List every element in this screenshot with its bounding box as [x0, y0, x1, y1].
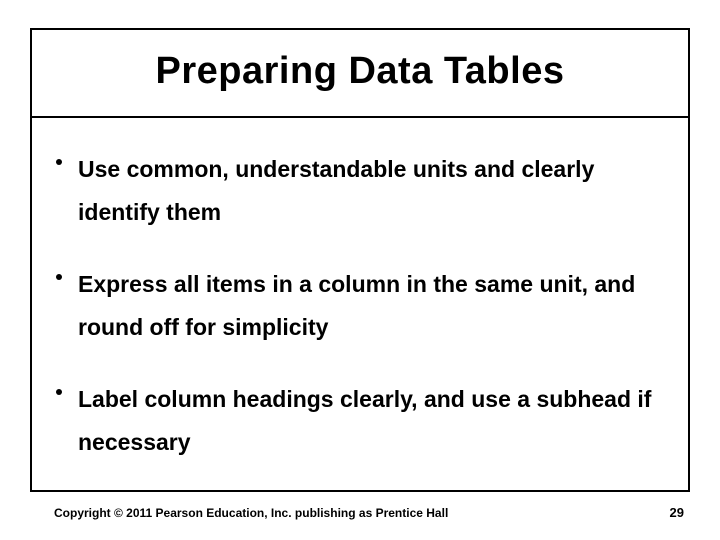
bullet-list: Use common, understandable units and cle…	[56, 148, 664, 493]
bullet-text: Use common, understandable units and cle…	[78, 148, 664, 233]
slide-title: Preparing Data Tables	[0, 50, 720, 93]
list-item: Label column headings clearly, and use a…	[56, 378, 664, 463]
bullet-icon	[56, 274, 62, 280]
bullet-text: Label column headings clearly, and use a…	[78, 378, 664, 463]
bullet-text: Express all items in a column in the sam…	[78, 263, 664, 348]
list-item: Use common, understandable units and cle…	[56, 148, 664, 233]
bullet-icon	[56, 159, 62, 165]
page-number: 29	[670, 505, 684, 520]
list-item: Express all items in a column in the sam…	[56, 263, 664, 348]
footer-copyright: Copyright © 2011 Pearson Education, Inc.…	[54, 506, 448, 520]
slide: Preparing Data Tables Use common, unders…	[0, 0, 720, 540]
bullet-icon	[56, 389, 62, 395]
title-underline	[30, 116, 690, 118]
